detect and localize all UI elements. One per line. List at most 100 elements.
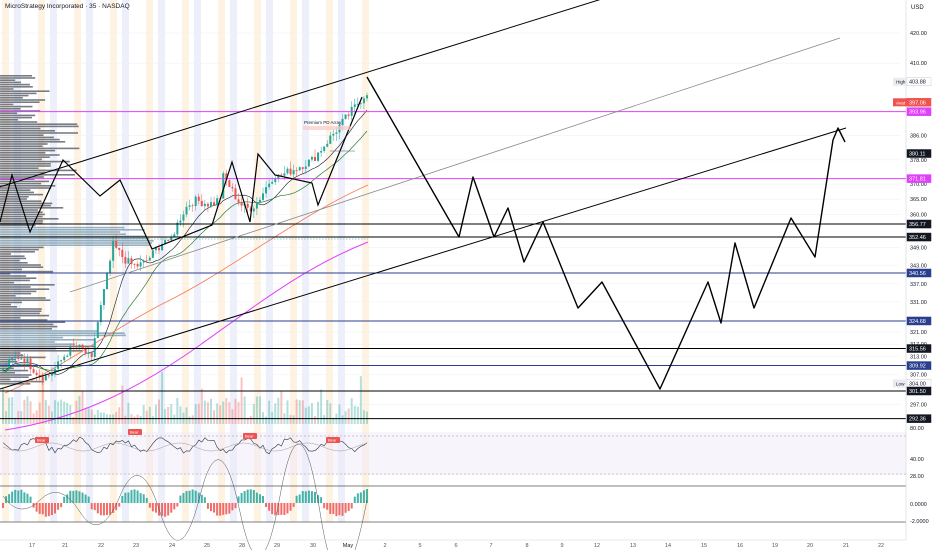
osc-bar <box>213 503 216 513</box>
osc-bar <box>84 494 87 503</box>
channel-lower-line <box>0 127 847 390</box>
price-label-box <box>906 232 932 242</box>
volume-bar <box>154 404 157 424</box>
volume-profile-bar <box>0 121 38 123</box>
volume-profile-bar <box>0 86 33 88</box>
volume-bar <box>225 398 228 424</box>
candle-body <box>265 187 268 194</box>
volume-bar <box>262 412 264 424</box>
volume-bar <box>219 405 222 424</box>
rsi-tick-label: 80.00 <box>910 426 924 432</box>
volume-bar <box>329 403 332 424</box>
osc-bar <box>243 491 246 503</box>
candle-body <box>11 357 14 359</box>
osc-bar <box>176 503 179 507</box>
candle-body <box>280 174 283 176</box>
volume-bar <box>164 409 167 424</box>
candle-body <box>347 114 350 116</box>
osc-bar <box>38 503 41 514</box>
price-label: 340.56 <box>909 271 926 277</box>
volume-profile-bar <box>0 97 23 99</box>
price-label: 371.81 <box>909 177 926 183</box>
time-tick-label: 23 <box>133 543 139 549</box>
osc-bar <box>182 493 185 503</box>
zigzag-history-line <box>0 96 363 250</box>
volume-profile-bar <box>0 235 146 238</box>
volume-bar <box>148 406 151 424</box>
candle-body <box>14 356 17 358</box>
volume-bar <box>301 400 304 424</box>
candle-body <box>317 152 320 161</box>
volume-bar <box>118 407 121 424</box>
osc-bar <box>359 492 362 503</box>
osc-bar <box>353 496 356 503</box>
volume-bar <box>47 405 50 424</box>
candle-body <box>286 168 289 174</box>
osc-bar <box>231 503 234 511</box>
candle-body <box>268 183 271 188</box>
volume-profile-bar <box>0 319 48 321</box>
candle-body <box>151 250 154 258</box>
volume-profile-bar <box>0 213 45 216</box>
volume-bar <box>350 398 353 424</box>
session-band <box>230 0 237 522</box>
price-tick-label: 349.00 <box>910 245 927 251</box>
volume-profile-bar <box>0 290 37 293</box>
osc-bar <box>347 503 350 512</box>
volume-bar <box>280 390 283 424</box>
osc-bar <box>292 503 295 507</box>
volume-bar <box>240 377 243 424</box>
volume-profile-bar <box>0 198 27 200</box>
volume-profile-bar <box>0 330 99 332</box>
osc-bar <box>72 490 75 503</box>
time-axis: 17 21 22 23 24 25 28 29 30 May 2 5 6 7 8 9 12 13 14 15 16 19 2… <box>0 539 906 549</box>
volume-bar <box>320 389 323 424</box>
candle-body <box>167 240 170 241</box>
volume-bar <box>228 402 231 424</box>
osc-bar <box>295 495 298 503</box>
candle-body <box>164 240 167 244</box>
osc-bar <box>78 491 81 503</box>
price-tag-box <box>893 379 907 388</box>
volume-profile-bar <box>0 116 32 119</box>
osc-bar <box>280 503 283 515</box>
osc-bar <box>335 503 338 517</box>
candle-body <box>216 198 219 206</box>
osc-bar <box>219 503 222 516</box>
osc-bar <box>326 503 329 510</box>
candle-body <box>292 170 295 175</box>
volume-profile-bar <box>0 101 40 103</box>
volume-profile-bar <box>0 266 44 268</box>
time-tick-label: 22 <box>878 543 884 549</box>
osc-bar <box>127 492 130 503</box>
volume-profile-bar <box>0 114 36 117</box>
volume-profile-bar <box>0 306 17 308</box>
volume-profile-bar <box>0 215 43 218</box>
volume-bar <box>255 396 258 424</box>
osc-bar <box>191 489 194 503</box>
candle-body <box>84 348 87 354</box>
volume-profile <box>0 75 154 385</box>
time-tick-label: 19 <box>772 543 778 549</box>
time-tick-label: 16 <box>737 543 743 549</box>
price-tick-label: 365.00 <box>910 197 927 203</box>
osc-bar <box>170 503 173 513</box>
candle-body <box>17 356 20 359</box>
bear-badge-label: Bear <box>328 438 337 443</box>
osc-bar <box>210 503 212 512</box>
osc-bar <box>298 494 301 503</box>
price-tick-label: 297.00 <box>910 403 927 409</box>
candle-body <box>118 247 121 250</box>
osc-bar <box>8 494 11 503</box>
candle-body <box>133 263 136 265</box>
volume-profile-bar <box>0 286 31 288</box>
volume-profile-bar <box>0 218 59 220</box>
rsi-pane <box>0 432 906 475</box>
session-band <box>290 0 297 522</box>
osc-bar <box>75 490 78 503</box>
osc-bar <box>81 492 84 503</box>
volume-profile-bar <box>0 99 46 101</box>
candle-body <box>124 257 127 264</box>
time-tick-label: 8 <box>525 543 528 549</box>
